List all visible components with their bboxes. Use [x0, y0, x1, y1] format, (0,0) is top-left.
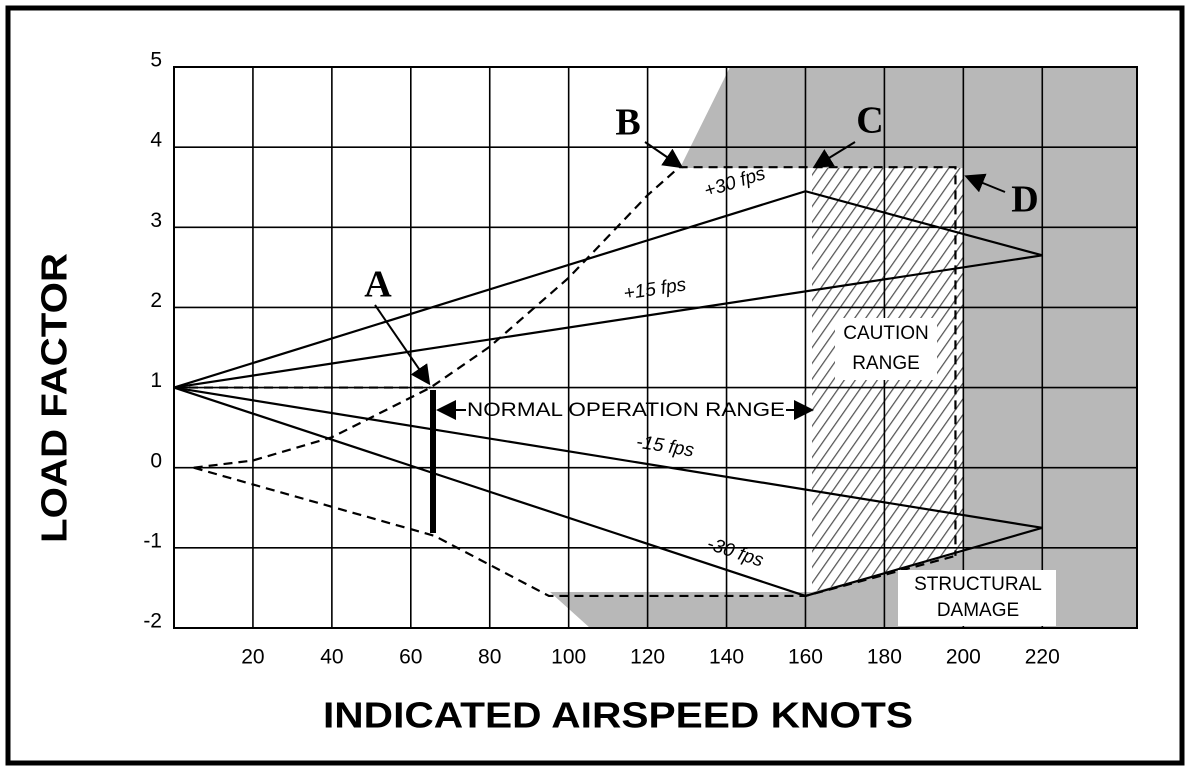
x-tick-label: 20 [241, 646, 264, 669]
y-tick-label: 1 [150, 369, 162, 392]
x-tick-label: 140 [709, 646, 744, 669]
y-axis-title: LOAD FACTOR [34, 253, 75, 543]
line-label: +30 fps [702, 163, 769, 202]
x-tick-label: 40 [320, 646, 343, 669]
plot-frame [173, 66, 1138, 629]
x-tick-label: 120 [630, 646, 665, 669]
annotation: B [615, 102, 640, 144]
annotation: CAUTION [843, 323, 929, 344]
x-tick-label: 100 [551, 646, 586, 669]
gust-line [173, 190, 1043, 389]
line-label: +15 fps [622, 274, 688, 304]
annotation: A [364, 264, 392, 306]
y-tick-label: 5 [150, 49, 162, 72]
gust-line [173, 386, 1043, 598]
arrow [644, 141, 684, 169]
annotation: NORMAL OPERATION RANGE [467, 400, 785, 421]
line-label: -15 fps [635, 432, 696, 462]
x-axis-title: INDICATED AIRSPEED KNOTS [323, 695, 913, 736]
label-bg [835, 318, 937, 380]
label-bg [898, 570, 1056, 626]
y-tick-label: -1 [143, 529, 162, 552]
arrow [964, 173, 1006, 193]
arrow [374, 304, 431, 386]
y-tick-label: 3 [150, 209, 162, 232]
annotation: D [1011, 179, 1038, 221]
y-tick-label: -2 [143, 610, 162, 633]
annotation: DAMAGE [937, 600, 1019, 621]
x-tick-label: 220 [1025, 646, 1060, 669]
annotation: STRUCTURAL [914, 574, 1042, 595]
y-tick-label: 4 [150, 129, 162, 152]
x-tick-label: 160 [788, 646, 823, 669]
y-tick-label: 2 [150, 289, 162, 312]
frame [5, 5, 1185, 766]
y-tick-label: 0 [150, 449, 162, 472]
gust-line [173, 254, 1043, 389]
annotation: C [856, 100, 883, 142]
x-tick-label: 200 [946, 646, 981, 669]
x-tick-label: 60 [399, 646, 422, 669]
x-tick-label: 180 [867, 646, 902, 669]
arrow [812, 141, 856, 169]
gust-line [173, 386, 1043, 529]
x-tick-label: 80 [478, 646, 501, 669]
lines [173, 166, 1043, 598]
damage-region [550, 67, 1137, 628]
annotation: RANGE [852, 353, 920, 374]
boundary-line [193, 466, 956, 598]
